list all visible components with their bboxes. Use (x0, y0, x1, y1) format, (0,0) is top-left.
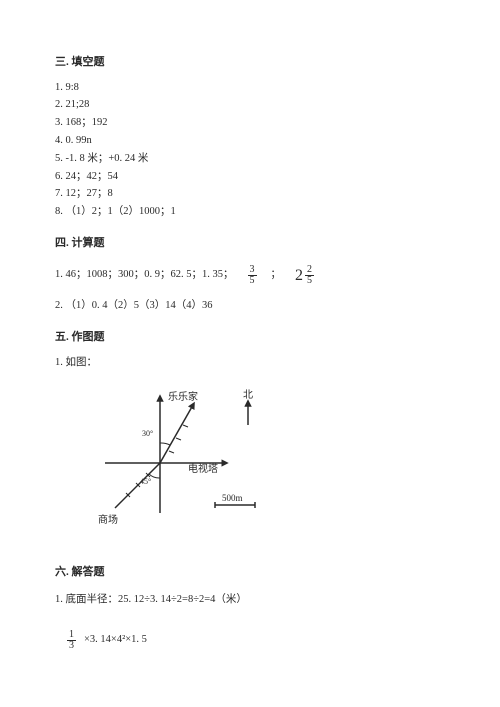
mall-label: 商场 (98, 513, 118, 526)
section-6-heading: 六. 解答题 (55, 564, 445, 582)
compass-diagram: 乐乐家 北 电视塔 商场 500m 30° 45° (80, 383, 445, 550)
fraction-1-3: 1 3 (67, 630, 76, 651)
denominator: 3 (67, 641, 76, 651)
mixed-fraction: 2 2 5 (295, 263, 314, 289)
denominator: 5 (248, 276, 257, 286)
angle-30-label: 30° (142, 429, 153, 438)
formula-line: 1 3 ×3. 14×4²×1. 5 (55, 630, 445, 651)
fill-item: 2. 21;28 (55, 97, 445, 114)
fill-item: 1. 9:8 (55, 80, 445, 97)
whole-part: 2 (295, 263, 303, 289)
drawing-item-1: 1. 如图： (55, 355, 445, 372)
angle-30-arc (160, 443, 170, 445)
fill-item: 8. （1）2；1（2）1000；1 (55, 204, 445, 221)
fill-item: 6. 24；42；54 (55, 169, 445, 186)
section-5-heading: 五. 作图题 (55, 329, 445, 347)
fill-item: 3. 168；192 (55, 115, 445, 132)
angle-45-label: 45° (140, 477, 151, 486)
tick (183, 425, 188, 427)
formula-rest: ×3. 14×4²×1. 5 (84, 632, 147, 649)
tower-label: 电视塔 (188, 462, 218, 475)
fraction-part: 2 5 (305, 265, 314, 286)
scale-label: 500m (222, 493, 243, 503)
fill-item: 5. -1. 8 米；+0. 24 米 (55, 151, 445, 168)
section-3-heading: 三. 填空题 (55, 54, 445, 72)
fraction-3-5: 3 5 (248, 265, 257, 286)
fill-item: 4. 0. 99n (55, 133, 445, 150)
calc-line-1: 1. 46；1008；300；0. 9；62. 5；1. 35； 3 5 ； 2… (55, 263, 445, 289)
diagram-svg: 乐乐家 北 电视塔 商场 500m 30° 45° (80, 383, 280, 543)
denominator: 5 (305, 276, 314, 286)
fill-item: 7. 12；27；8 (55, 186, 445, 203)
tick (169, 451, 174, 453)
north-label: 北 (243, 389, 253, 401)
solve-item-1: 1. 底面半径：25. 12÷3. 14÷2=8÷2=4（米） (55, 592, 445, 609)
mall-line (115, 463, 160, 508)
calc-text: 1. 46；1008；300；0. 9；62. 5；1. 35； (55, 267, 234, 284)
lele-line (160, 405, 193, 463)
separator: ； (271, 267, 282, 284)
lele-label: 乐乐家 (168, 390, 198, 403)
section-3-list: 1. 9:8 2. 21;28 3. 168；192 4. 0. 99n 5. … (55, 80, 445, 221)
calc-line-2: 2. （1）0. 4（2）5（3）14（4）36 (55, 298, 445, 315)
tick (176, 438, 181, 440)
section-4-heading: 四. 计算题 (55, 235, 445, 253)
